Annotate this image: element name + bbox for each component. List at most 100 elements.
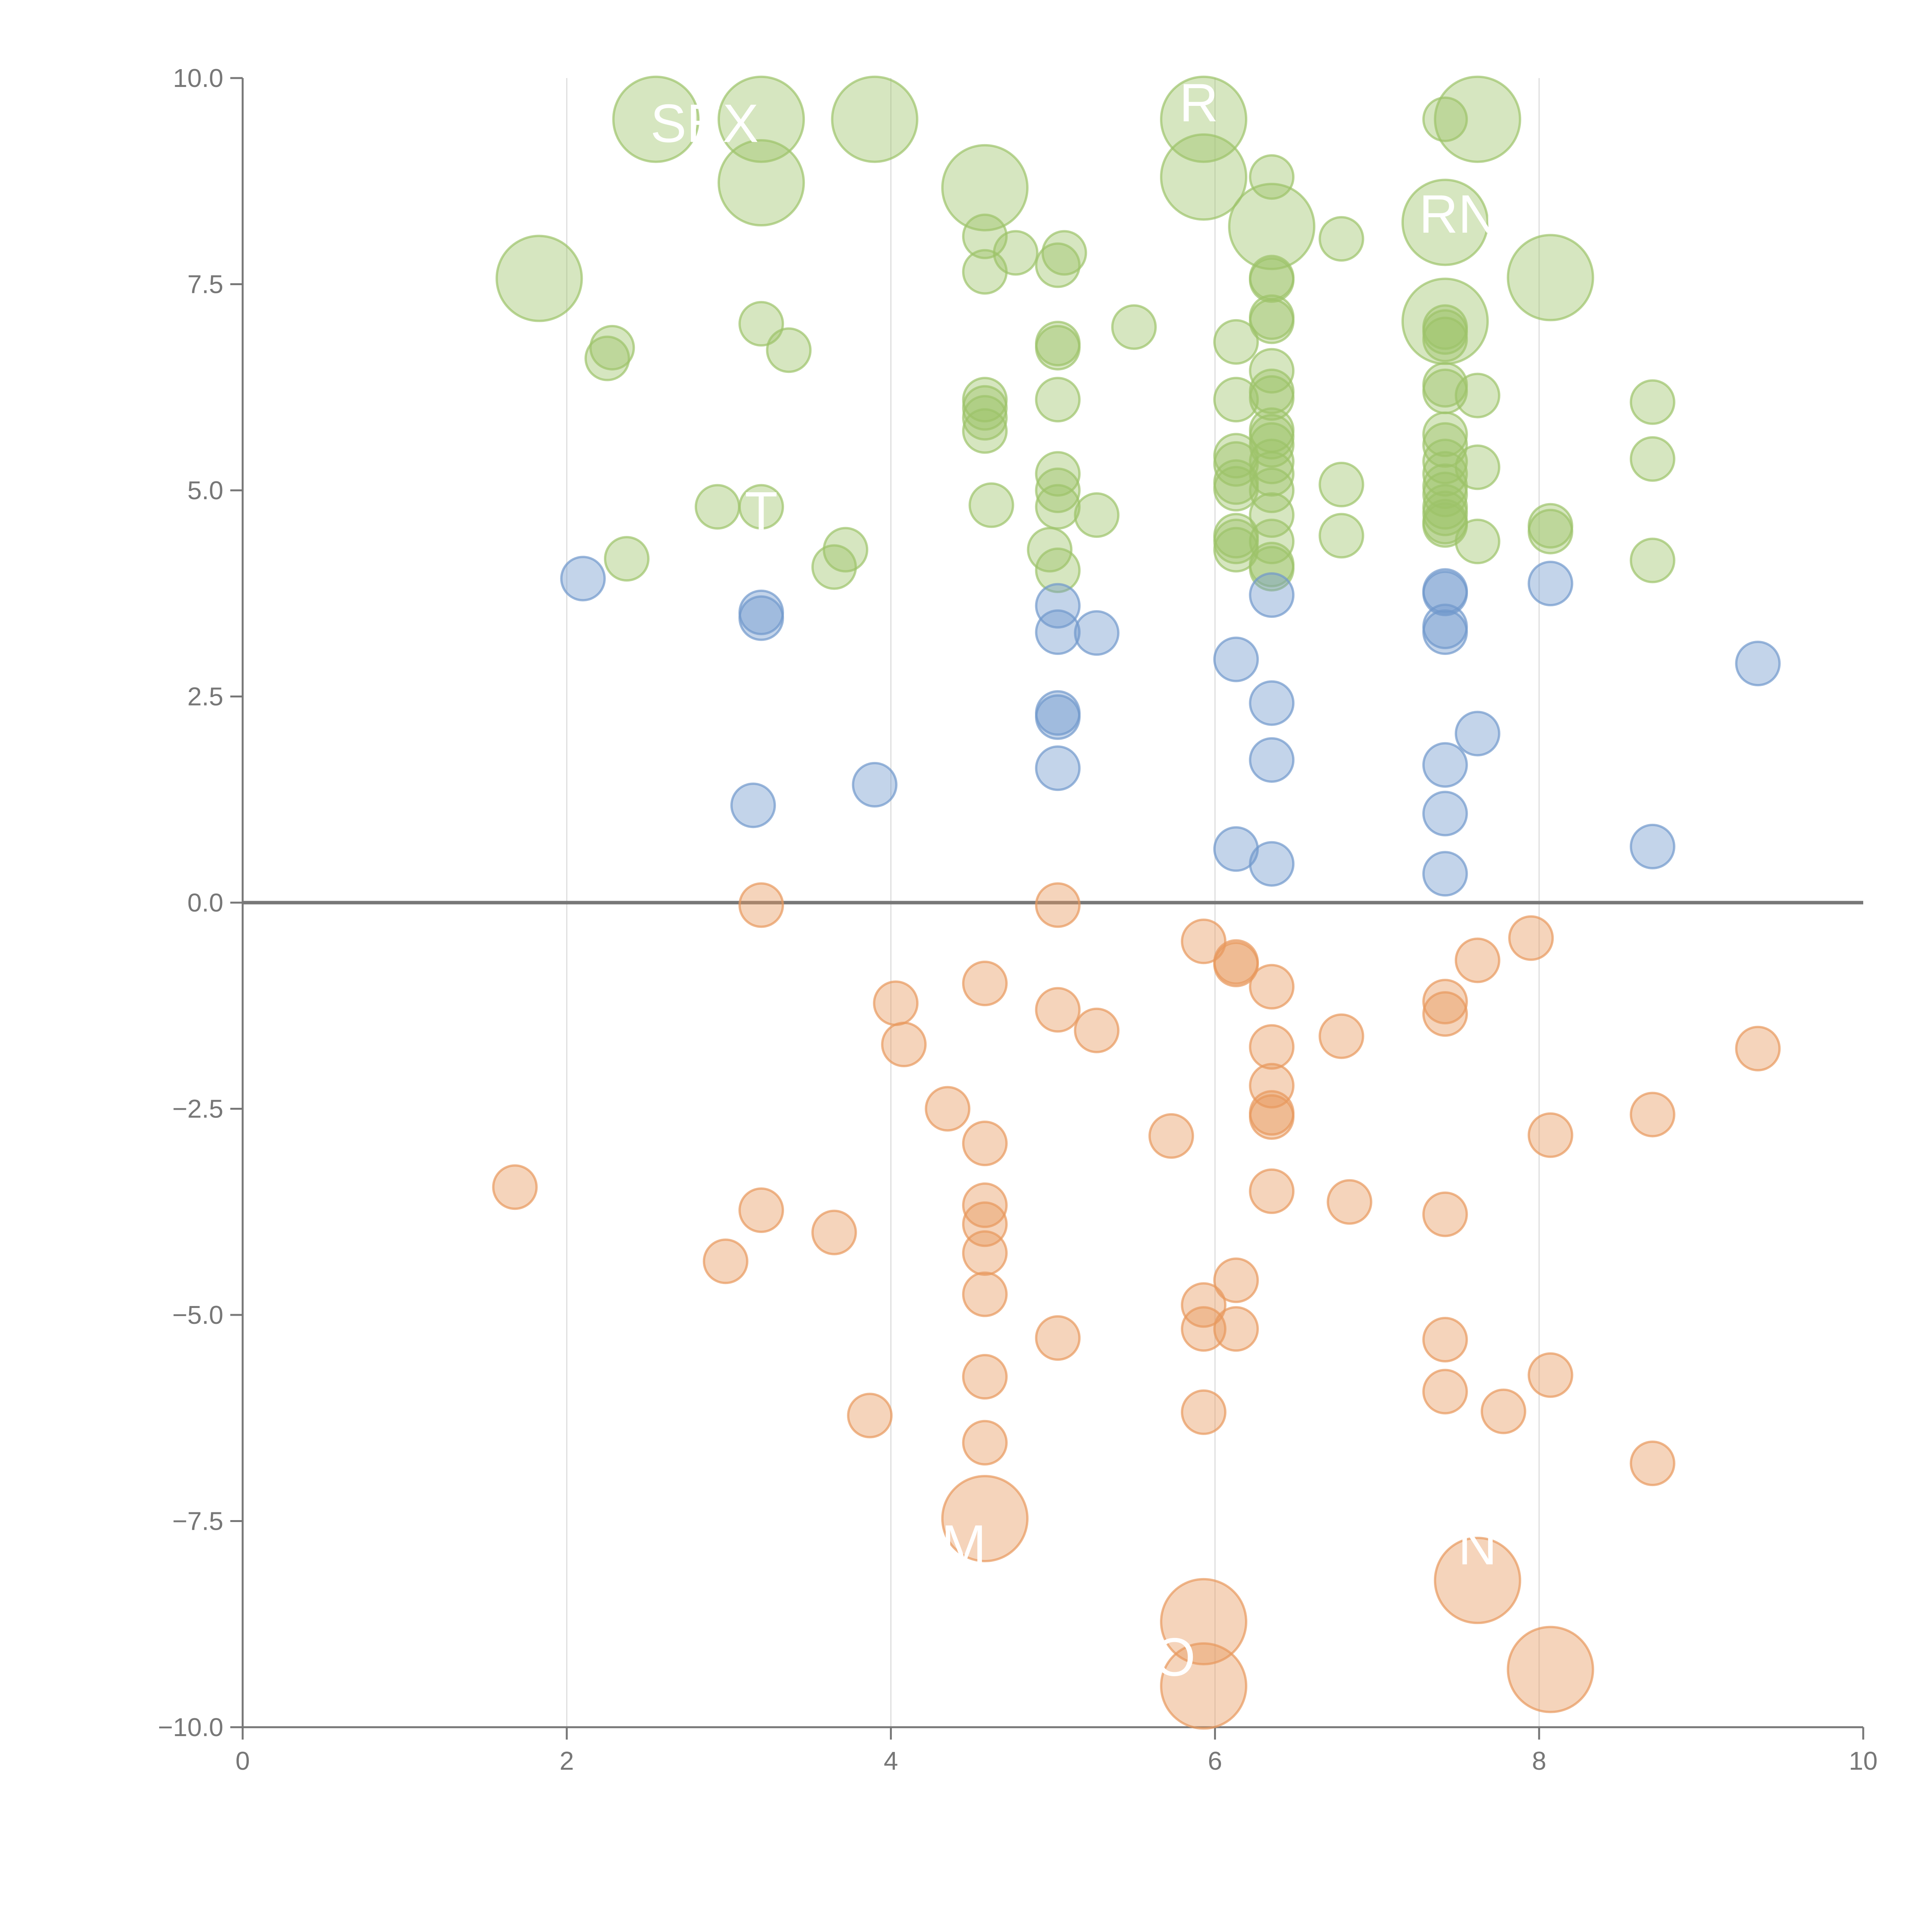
bubble-point (1249, 841, 1295, 887)
y-tick-label: 7.5 (187, 270, 223, 299)
bubble-point (730, 782, 776, 828)
bubble-point (962, 1420, 1008, 1466)
y-tick-label: 0.0 (187, 888, 223, 917)
bubble-point (1401, 179, 1489, 266)
bubble-point (1035, 242, 1081, 288)
x-tick-label: 2 (560, 1747, 574, 1776)
bubble-point (1629, 1440, 1675, 1486)
bubble-point (1035, 694, 1081, 740)
bubble-point (962, 1230, 1008, 1276)
y-tick-label: −5.0 (172, 1301, 223, 1330)
bubble-point (1249, 680, 1295, 726)
bubble-point (1035, 987, 1081, 1033)
bubble-point (1629, 379, 1675, 425)
bubble-point (612, 75, 700, 163)
bubble-point (1035, 745, 1081, 791)
bubble-point (1035, 882, 1081, 928)
bubble-point (1422, 791, 1468, 837)
bubble-point (1035, 377, 1081, 423)
bubble-layer (492, 75, 1781, 1730)
bubble-point (1249, 546, 1295, 592)
bubble-point (1035, 583, 1081, 629)
bubble-point (492, 1164, 538, 1210)
bubble-point (1422, 979, 1468, 1025)
bubble-point (962, 395, 1008, 441)
bubble-point (1181, 1389, 1227, 1435)
x-tick-label: 8 (1532, 1747, 1546, 1776)
bubble-point (1035, 609, 1081, 655)
bubble-point (1735, 641, 1781, 687)
bubble-point (1074, 1007, 1120, 1053)
bubble-point (1422, 609, 1468, 655)
bubble-point (1213, 441, 1259, 487)
bubble-point (1629, 1092, 1675, 1138)
bubble-point (1213, 466, 1259, 512)
y-tick-label: 2.5 (187, 682, 223, 711)
bubble-point (1249, 298, 1295, 344)
bubble-point (1181, 918, 1227, 964)
bubble-point (1074, 610, 1120, 656)
bubble-point (831, 75, 918, 163)
bubble-point (1422, 304, 1468, 350)
bubble-point (1527, 1112, 1573, 1158)
bubble-point (738, 882, 784, 928)
bubble-point (1249, 519, 1295, 565)
bubble-point (1213, 942, 1259, 988)
bubble-point (1422, 411, 1468, 457)
bubble-annotation: R (1179, 72, 1218, 133)
bubble-point (1249, 375, 1295, 421)
bubble-point (1035, 1315, 1081, 1361)
bubble-point (1422, 742, 1468, 788)
bubble-point (738, 301, 784, 347)
bubble-point (941, 144, 1029, 231)
bubble-point (1249, 1168, 1295, 1214)
bubble-point (1160, 1578, 1248, 1665)
bubble-point (1249, 737, 1295, 783)
x-tick-label: 6 (1208, 1747, 1222, 1776)
bubble-point (1035, 468, 1081, 513)
bubble-annotation: T (745, 480, 778, 541)
bubble-annotation: SEX (650, 93, 759, 153)
bubble-point (1228, 183, 1316, 270)
bubble-point (1041, 230, 1087, 276)
bubble-point (718, 139, 805, 227)
bubble-point (1422, 96, 1468, 142)
bubble-point (1629, 436, 1675, 482)
bubble-point (1213, 636, 1259, 682)
bubble-point (1035, 547, 1081, 593)
bubble-point (1327, 1179, 1372, 1225)
bubble-point (873, 980, 919, 1026)
bubble-point (1735, 1026, 1781, 1071)
bubble-point (881, 1022, 927, 1068)
bubble-point (1434, 75, 1521, 163)
bubble-point (1111, 304, 1157, 350)
bubble-point (1148, 1113, 1194, 1159)
bubble-point (1422, 851, 1468, 897)
bubble-point (1249, 257, 1295, 303)
y-tick-label: −2.5 (172, 1095, 223, 1124)
bubble-point (560, 556, 606, 602)
bubble-point (1249, 468, 1295, 513)
bubble-point (1629, 537, 1675, 583)
bubble-point (1507, 234, 1594, 321)
bubble-point (811, 1209, 857, 1255)
bubble-point (718, 75, 805, 163)
bubble-annotation: RN (1419, 184, 1497, 244)
bubble-point (1454, 372, 1500, 418)
bubble-point (1160, 133, 1248, 221)
bubble-point (962, 1182, 1008, 1228)
bubble-point (738, 595, 784, 641)
bubble-point (1249, 154, 1295, 200)
bubble-point (1213, 527, 1259, 573)
bubble-point (1422, 570, 1468, 616)
bubble-point (962, 961, 1008, 1007)
bubble-point (694, 484, 740, 530)
bubble-point (1422, 991, 1468, 1037)
bubble-point (1527, 1352, 1573, 1398)
bubble-point (604, 536, 650, 582)
bubble-point (847, 1393, 893, 1439)
bubble-point (1318, 216, 1364, 262)
y-tick-label: −7.5 (172, 1507, 223, 1536)
bubble-point (1249, 1094, 1295, 1140)
